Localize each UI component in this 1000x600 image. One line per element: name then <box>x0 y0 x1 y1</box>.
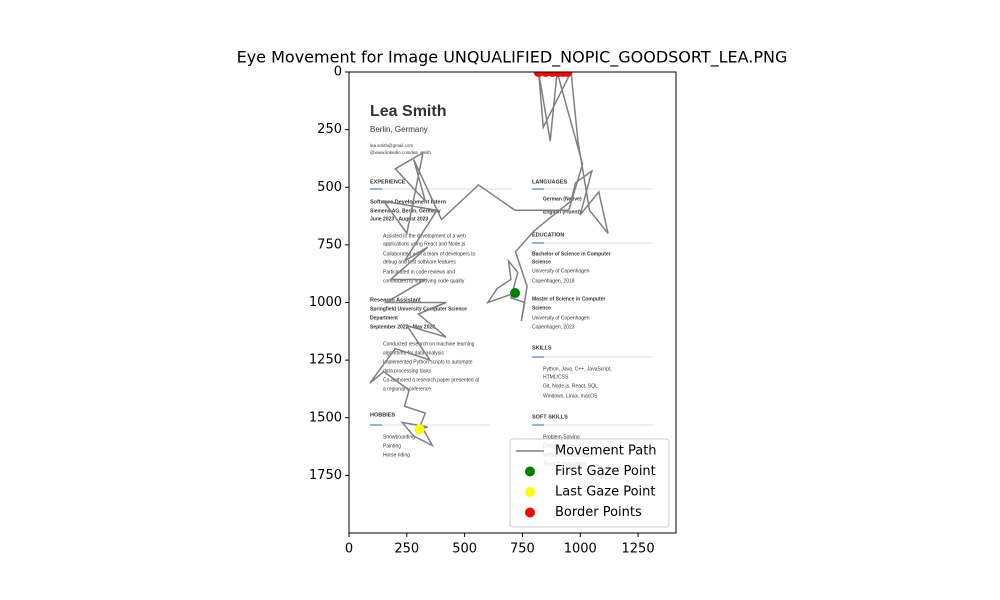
resume-text: Co-authored a research paper presented a… <box>383 377 480 383</box>
legend-box <box>509 438 670 528</box>
resume-text: Git, Node.js, React, SQL <box>543 383 598 389</box>
resume-text: HTML/CSS <box>543 374 569 380</box>
resume-text: Implemented Python scripts to automate <box>383 359 473 365</box>
gaze-point <box>414 424 425 435</box>
resume-text: Master of Science in Computer <box>532 296 605 302</box>
resume-text: contributed to improving code quality <box>383 278 465 284</box>
resume-text: Horse riding <box>383 452 410 458</box>
resume-text: Problem-Solving <box>543 434 580 440</box>
legend-swatch <box>525 507 535 518</box>
gaze-point <box>562 72 573 77</box>
resume-text: Assisted in the development of a web <box>383 233 466 239</box>
resume-text: Software Development Intern <box>370 199 447 205</box>
resume-text: Berlin, Germany <box>370 125 428 134</box>
x-tick-label: 0 <box>345 542 353 557</box>
x-tick-label: 750 <box>510 542 535 557</box>
resume-text: Python, Java, C++, JavaScript, <box>543 366 612 372</box>
y-tick-label: 1750 <box>309 468 342 483</box>
resume-text: EXPERIENCE <box>370 179 406 185</box>
resume-text: Department <box>370 315 398 321</box>
resume-text: Windows, Linux, macOS <box>543 393 598 399</box>
y-tick-label: 250 <box>317 122 342 137</box>
y-tick-label: 0 <box>334 65 342 80</box>
legend-swatch <box>525 466 535 477</box>
resume-text: University of Copenhagen <box>532 315 590 321</box>
legend-label: Border Points <box>555 505 642 520</box>
resume-text: Participated in code reviews and <box>383 269 455 275</box>
y-tick-label: 1000 <box>309 295 342 310</box>
resume-text: data processing tasks <box>383 368 432 374</box>
resume-text: Snowboarding <box>383 434 415 440</box>
resume-text: HOBBIES <box>370 412 395 418</box>
x-tick-label: 1000 <box>564 542 597 557</box>
x-tick-label: 1250 <box>622 542 655 557</box>
y-tick-label: 750 <box>317 237 342 252</box>
resume-text: Painting <box>383 443 401 449</box>
x-tick-label: 250 <box>394 542 419 557</box>
legend-label: Last Gaze Point <box>555 485 655 500</box>
resume-text: algorithms for data analysis <box>383 350 444 356</box>
movement-path <box>369 72 609 448</box>
axes: 0 250 500 750 1000 1250 0 250 500 750 1000 1250 1500… <box>309 65 655 557</box>
resume-text: EDUCATION <box>532 232 564 238</box>
x-tick-label: 500 <box>452 542 477 557</box>
y-tick-label: 1250 <box>309 353 342 368</box>
resume-text: LANGUAGES <box>532 179 567 185</box>
resume-text: September 2022 - May 2023 <box>370 324 435 330</box>
legend-swatch <box>525 487 535 497</box>
plot-area <box>369 72 609 448</box>
resume-text: Science <box>532 305 551 311</box>
y-tick-label: 1500 <box>309 410 342 425</box>
resume-text: Copenhagen, 2018 <box>532 278 575 284</box>
resume-text: Science <box>532 259 551 265</box>
resume-text: Collaborated with a team of developers t… <box>383 251 475 257</box>
resume-text: debug and test software features <box>383 259 456 265</box>
chart-title: Eye Movement for Image UNQUALIFIED_NOPIC… <box>237 48 788 68</box>
legend-label: Movement Path <box>555 444 657 459</box>
resume-text: English (Fluent) <box>543 209 581 215</box>
resume-text: German (Native) <box>543 196 582 202</box>
legend-label: First Gaze Point <box>555 464 656 479</box>
gaze-point <box>510 288 521 299</box>
resume-text: June 2023 - August 2023 <box>370 216 428 222</box>
resume-text: SKILLS <box>532 345 552 351</box>
resume-text: Copenhagen, 2023 <box>532 324 575 330</box>
legend: Movement Path First Gaze Point Last Gaze P… <box>509 438 670 528</box>
resume-text: applications using React and Node.js <box>383 241 466 247</box>
resume-text: @www.linkedin.com/lea_smith <box>370 150 431 155</box>
resume-text: Conducted research on machine learning <box>383 341 475 347</box>
resume-text: Research Assistant <box>370 297 421 303</box>
resume-text: Bachelor of Science in Computer <box>532 251 611 257</box>
resume-text: Springfield University Computer Science <box>370 306 467 312</box>
resume-text: lea.smith@gmail.com <box>370 143 413 148</box>
resume-image: Lea Smith Berlin, Germany lea.smith@gmail.… <box>370 103 653 467</box>
resume-text: Siemens AG, Berlin, Germany <box>370 208 441 214</box>
resume-text: SOFT SKILLS <box>532 414 568 420</box>
resume-text: University of Copenhagen <box>532 268 590 274</box>
resume-text: Lea Smith <box>370 103 446 120</box>
y-tick-label: 500 <box>317 180 342 195</box>
